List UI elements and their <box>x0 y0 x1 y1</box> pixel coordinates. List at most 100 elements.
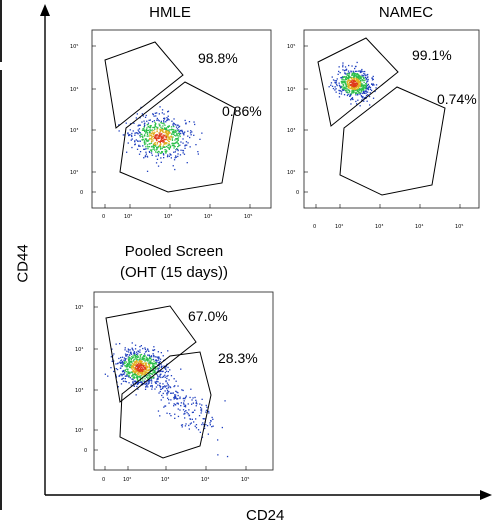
event-dot <box>138 130 140 133</box>
event-dot <box>154 142 156 144</box>
event-dot <box>162 376 164 378</box>
panel-title-pooled-line1: Pooled Screen <box>124 243 224 260</box>
event-dot <box>346 73 348 75</box>
event-dot <box>178 145 180 147</box>
event-dot <box>341 80 343 82</box>
event-dot <box>137 368 139 370</box>
event-dot <box>150 369 152 371</box>
event-dot <box>144 371 146 373</box>
event-dot <box>199 403 201 405</box>
event-dot <box>158 362 160 364</box>
event-dot <box>347 82 349 84</box>
event-dot <box>167 126 170 128</box>
event-dot <box>150 358 152 360</box>
y-tick-1e3: 10³ <box>287 128 295 134</box>
event-dot <box>165 365 167 368</box>
event-dot <box>120 365 122 367</box>
event-dot <box>124 347 126 349</box>
event-dot <box>151 136 153 138</box>
event-dot <box>149 134 152 137</box>
event-dot <box>361 75 363 78</box>
event-dot <box>131 367 133 369</box>
event-dot <box>343 94 346 96</box>
event-dot <box>167 387 170 389</box>
event-dot <box>363 89 365 91</box>
event-dot <box>130 352 132 355</box>
event-dot <box>177 403 179 405</box>
event-dot <box>153 147 155 149</box>
event-dot <box>167 392 169 394</box>
event-dot <box>157 153 160 155</box>
event-dot <box>362 92 364 95</box>
event-dot <box>153 377 155 379</box>
event-dot <box>149 127 151 129</box>
event-dot <box>352 88 354 90</box>
event-dot <box>152 349 155 352</box>
event-dot <box>139 366 141 368</box>
event-dot <box>184 404 187 406</box>
event-dot <box>200 409 202 411</box>
event-dot <box>163 142 165 144</box>
event-dot <box>150 356 153 358</box>
event-dot <box>369 104 371 106</box>
event-dot <box>170 392 172 394</box>
event-dot <box>174 397 176 399</box>
event-dot <box>123 362 125 364</box>
event-dot <box>358 74 360 76</box>
event-dot <box>168 142 170 145</box>
event-dot <box>149 149 152 151</box>
event-dot <box>353 76 355 78</box>
event-dot <box>135 355 137 358</box>
event-dot <box>145 350 148 352</box>
event-dot <box>163 117 165 120</box>
event-dot <box>358 89 360 91</box>
event-dot <box>356 103 358 105</box>
event-dot <box>163 143 166 145</box>
event-dot <box>129 357 131 359</box>
event-dot <box>343 86 345 89</box>
event-dot <box>130 358 132 361</box>
event-dot <box>345 76 347 78</box>
event-dot <box>204 427 206 430</box>
event-dot <box>185 141 188 143</box>
event-dot <box>147 378 149 380</box>
event-dot <box>173 398 175 400</box>
event-dot <box>168 140 170 142</box>
event-dot <box>151 131 153 133</box>
event-dot <box>361 87 363 90</box>
event-dot <box>139 361 141 363</box>
event-dot <box>338 70 340 73</box>
event-dot <box>158 137 160 139</box>
event-dot <box>168 390 170 393</box>
event-dot <box>206 425 209 427</box>
event-dot <box>351 65 353 67</box>
event-dot <box>163 386 165 388</box>
event-dot <box>359 76 361 78</box>
event-dot <box>142 115 144 117</box>
event-dot <box>346 94 349 97</box>
event-dot <box>173 405 175 407</box>
event-dot <box>139 151 142 153</box>
event-dot <box>160 122 163 124</box>
event-dot <box>132 130 134 132</box>
event-dot <box>135 394 137 396</box>
event-dot <box>146 144 149 146</box>
event-dot <box>128 375 130 377</box>
event-dot <box>155 126 158 128</box>
event-dot <box>177 137 180 139</box>
event-dot <box>166 117 168 119</box>
y-tick-1e2: 10² <box>287 170 295 176</box>
event-dot <box>130 139 132 141</box>
event-dot <box>145 138 147 140</box>
event-dot <box>167 118 169 120</box>
event-dot <box>175 404 177 406</box>
y-tick-1e4: 10⁴ <box>75 347 83 353</box>
event-dot <box>129 134 131 136</box>
event-dot <box>174 413 176 415</box>
event-dot <box>158 150 160 153</box>
event-dot <box>130 134 133 136</box>
event-dot <box>137 356 140 358</box>
event-dot <box>151 154 153 156</box>
event-dot <box>136 361 138 363</box>
